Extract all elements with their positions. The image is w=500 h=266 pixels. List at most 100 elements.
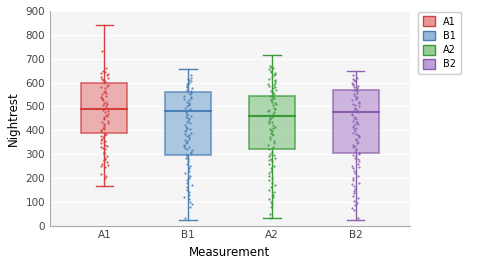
Point [264,161,272,166]
Point [272,88,280,92]
Point [104,154,112,159]
Point [188,131,196,135]
Point [266,131,274,135]
Point [97,95,105,99]
Point [265,84,273,88]
Point [182,85,190,89]
Point [271,156,279,160]
Point [354,157,362,161]
Point [185,98,193,102]
Point [97,134,105,138]
Point [186,92,194,97]
Point [348,206,356,210]
Point [348,111,356,116]
Point [270,139,278,143]
Point [102,147,110,151]
Point [184,113,192,117]
Point [184,88,192,92]
Point [267,185,275,190]
Point [265,113,273,117]
Point [351,149,359,154]
Point [186,200,194,204]
Point [100,127,108,131]
Point [270,96,278,100]
Point [184,116,192,120]
Point [183,139,191,143]
Point [98,92,106,97]
Point [99,98,107,102]
Point [182,147,190,151]
Point [354,173,362,178]
Point [186,78,194,82]
Point [271,79,279,84]
Point [266,94,274,98]
Point [349,109,357,113]
Point [350,208,358,212]
Point [104,76,112,80]
Point [268,74,276,79]
Point [266,127,274,131]
Point [270,123,278,128]
Point [101,156,109,160]
Point [349,73,357,77]
Point [180,94,188,98]
Point [101,165,109,169]
Point [98,120,106,124]
Point [102,66,110,70]
Point [266,157,274,161]
Bar [332,90,378,153]
Point [102,104,110,109]
Point [186,127,194,131]
Point [352,121,360,125]
Point [350,92,358,97]
Point [98,96,106,100]
Point [185,101,193,105]
Point [266,70,274,74]
Point [270,133,278,137]
Point [266,152,274,156]
Point [100,140,108,144]
Point [100,115,108,119]
Point [100,151,108,155]
Point [186,205,194,209]
Point [97,164,105,168]
Point [100,123,108,128]
Point [352,91,360,95]
Point [352,136,360,141]
Point [184,126,192,130]
Point [102,144,110,148]
Point [186,173,194,178]
Point [100,101,108,105]
Point [349,153,357,157]
Point [352,97,360,101]
Bar [165,92,211,155]
Point [104,119,112,123]
Point [267,68,275,73]
Point [354,110,362,114]
Point [349,82,357,86]
Point [180,144,188,148]
Point [102,110,110,114]
Point [181,146,189,150]
Point [185,135,193,139]
Point [270,153,278,157]
Point [269,193,277,197]
Point [188,86,196,91]
Point [183,140,191,144]
Point [265,121,273,125]
Point [186,107,194,111]
Point [271,101,279,105]
Point [350,176,358,180]
Point [188,202,196,206]
Point [351,186,359,191]
Point [102,176,110,180]
Point [182,104,190,109]
Point [272,72,280,76]
Point [184,77,192,81]
Point [102,99,110,104]
Point [188,89,196,93]
Point [354,152,362,156]
Point [98,129,106,134]
Point [187,95,195,99]
Point [355,159,363,163]
